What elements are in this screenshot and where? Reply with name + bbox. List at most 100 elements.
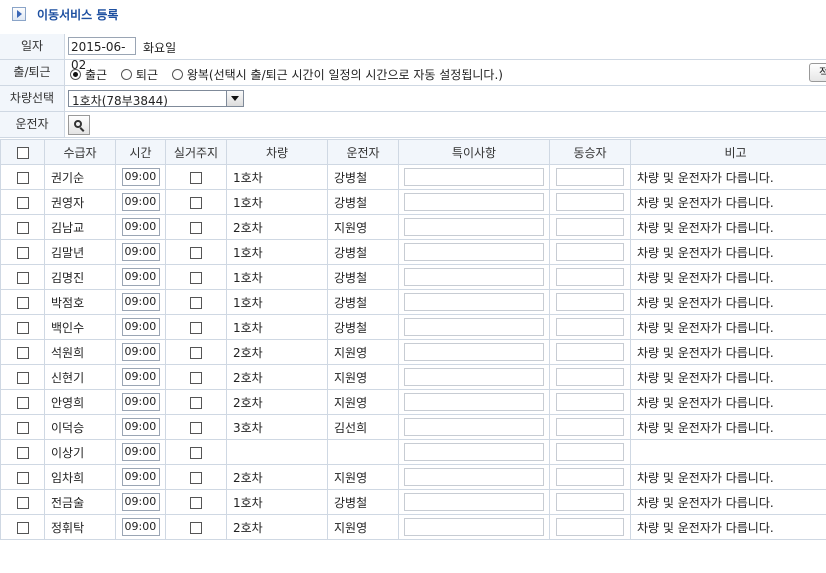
radio-icon[interactable] (171, 69, 183, 80)
vehicle-select[interactable]: 1호차(78부3844) (68, 90, 244, 108)
residence-checkbox[interactable] (190, 221, 202, 234)
companion-input[interactable] (556, 393, 624, 411)
companion-input[interactable] (556, 268, 624, 286)
time-input[interactable]: 09:00 (121, 218, 160, 236)
residence-checkbox[interactable] (190, 246, 202, 259)
time-input[interactable]: 09:00 (121, 243, 160, 261)
col-time[interactable]: 시간 (115, 139, 166, 165)
apply-button[interactable]: 적 (809, 63, 826, 82)
companion-input[interactable] (556, 518, 624, 536)
special-notes-input[interactable] (404, 218, 544, 236)
companion-input[interactable] (556, 468, 624, 486)
driver-search-button[interactable] (68, 115, 90, 135)
table-row[interactable]: 석원희 09:00 2호차 지원영 차량 및 운전자가 다릅니다. (0, 339, 826, 365)
table-row[interactable]: 이덕승 09:00 3호차 김선희 차량 및 운전자가 다릅니다. (0, 414, 826, 440)
residence-checkbox[interactable] (190, 171, 202, 184)
time-input[interactable]: 09:00 (121, 343, 160, 361)
table-row[interactable]: 박점호 09:00 1호차 강병철 차량 및 운전자가 다릅니다. (0, 289, 826, 315)
row-checkbox[interactable] (16, 496, 29, 509)
time-input[interactable]: 09:00 (121, 393, 160, 411)
time-input[interactable]: 09:00 (121, 318, 160, 336)
special-notes-input[interactable] (404, 443, 544, 461)
residence-checkbox[interactable] (190, 196, 202, 209)
table-row[interactable]: 정휘탁 09:00 2호차 지원영 차량 및 운전자가 다릅니다. (0, 514, 826, 540)
table-row[interactable]: 신현기 09:00 2호차 지원영 차량 및 운전자가 다릅니다. (0, 364, 826, 390)
date-input[interactable]: 2015-06-02 (68, 37, 136, 72)
companion-input[interactable] (556, 443, 624, 461)
time-input[interactable]: 09:00 (121, 468, 160, 486)
time-input[interactable]: 09:00 (121, 193, 160, 211)
table-row[interactable]: 권기순 09:00 1호차 강병철 차량 및 운전자가 다릅니다. (0, 164, 826, 190)
special-notes-input[interactable] (404, 393, 544, 411)
row-checkbox[interactable] (16, 471, 29, 484)
radio-commute-out[interactable]: 퇴근 (120, 68, 158, 82)
special-notes-input[interactable] (404, 418, 544, 436)
table-row[interactable]: 김남교 09:00 2호차 지원영 차량 및 운전자가 다릅니다. (0, 214, 826, 240)
radio-icon[interactable] (120, 69, 132, 80)
companion-input[interactable] (556, 343, 624, 361)
row-checkbox[interactable] (16, 371, 29, 384)
companion-input[interactable] (556, 293, 624, 311)
time-input[interactable]: 09:00 (121, 268, 160, 286)
companion-input[interactable] (556, 318, 624, 336)
row-checkbox[interactable] (16, 321, 29, 334)
table-row[interactable]: 안영희 09:00 2호차 지원영 차량 및 운전자가 다릅니다. (0, 389, 826, 415)
special-notes-input[interactable] (404, 518, 544, 536)
time-input[interactable]: 09:00 (121, 368, 160, 386)
special-notes-input[interactable] (404, 368, 544, 386)
residence-checkbox[interactable] (190, 421, 202, 434)
col-special-notes[interactable]: 특이사항 (398, 139, 550, 165)
companion-input[interactable] (556, 493, 624, 511)
row-checkbox[interactable] (16, 246, 29, 259)
col-residence[interactable]: 실거주지 (165, 139, 227, 165)
table-row[interactable]: 임차희 09:00 2호차 지원영 차량 및 운전자가 다릅니다. (0, 464, 826, 490)
time-input[interactable]: 09:00 (121, 168, 160, 186)
select-all-checkbox[interactable] (16, 146, 29, 159)
time-input[interactable]: 09:00 (121, 293, 160, 311)
col-driver[interactable]: 운전자 (327, 139, 399, 165)
row-checkbox[interactable] (16, 196, 29, 209)
time-input[interactable]: 09:00 (121, 518, 160, 536)
table-row[interactable]: 전금술 09:00 1호차 강병철 차량 및 운전자가 다릅니다. (0, 489, 826, 515)
special-notes-input[interactable] (404, 193, 544, 211)
col-companion[interactable]: 동승자 (549, 139, 631, 165)
special-notes-input[interactable] (404, 343, 544, 361)
residence-checkbox[interactable] (190, 346, 202, 359)
special-notes-input[interactable] (404, 268, 544, 286)
residence-checkbox[interactable] (190, 371, 202, 384)
companion-input[interactable] (556, 418, 624, 436)
row-checkbox[interactable] (16, 221, 29, 234)
row-checkbox[interactable] (16, 346, 29, 359)
residence-checkbox[interactable] (190, 321, 202, 334)
col-remarks[interactable]: 비고 (630, 139, 826, 165)
row-checkbox[interactable] (16, 171, 29, 184)
time-input[interactable]: 09:00 (121, 418, 160, 436)
companion-input[interactable] (556, 193, 624, 211)
special-notes-input[interactable] (404, 168, 544, 186)
special-notes-input[interactable] (404, 293, 544, 311)
special-notes-input[interactable] (404, 243, 544, 261)
radio-commute-in[interactable]: 출근 (70, 68, 107, 82)
time-input[interactable]: 09:00 (121, 493, 160, 511)
table-row[interactable]: 백인수 09:00 1호차 강병철 차량 및 운전자가 다릅니다. (0, 314, 826, 340)
col-vehicle[interactable]: 차량 (226, 139, 328, 165)
residence-checkbox[interactable] (190, 496, 202, 509)
radio-icon[interactable] (70, 69, 81, 80)
table-row[interactable]: 권영자 09:00 1호차 강병철 차량 및 운전자가 다릅니다. (0, 189, 826, 215)
time-input[interactable]: 09:00 (121, 443, 160, 461)
row-checkbox[interactable] (16, 271, 29, 284)
residence-checkbox[interactable] (190, 396, 202, 409)
residence-checkbox[interactable] (190, 521, 202, 534)
companion-input[interactable] (556, 218, 624, 236)
table-row[interactable]: 김말년 09:00 1호차 강병철 차량 및 운전자가 다릅니다. (0, 239, 826, 265)
row-checkbox[interactable] (16, 396, 29, 409)
residence-checkbox[interactable] (190, 296, 202, 309)
row-checkbox[interactable] (16, 421, 29, 434)
special-notes-input[interactable] (404, 493, 544, 511)
special-notes-input[interactable] (404, 468, 544, 486)
table-row[interactable]: 김명진 09:00 1호차 강병철 차량 및 운전자가 다릅니다. (0, 264, 826, 290)
special-notes-input[interactable] (404, 318, 544, 336)
row-checkbox[interactable] (16, 296, 29, 309)
residence-checkbox[interactable] (190, 271, 202, 284)
chevron-down-icon[interactable] (226, 91, 243, 106)
